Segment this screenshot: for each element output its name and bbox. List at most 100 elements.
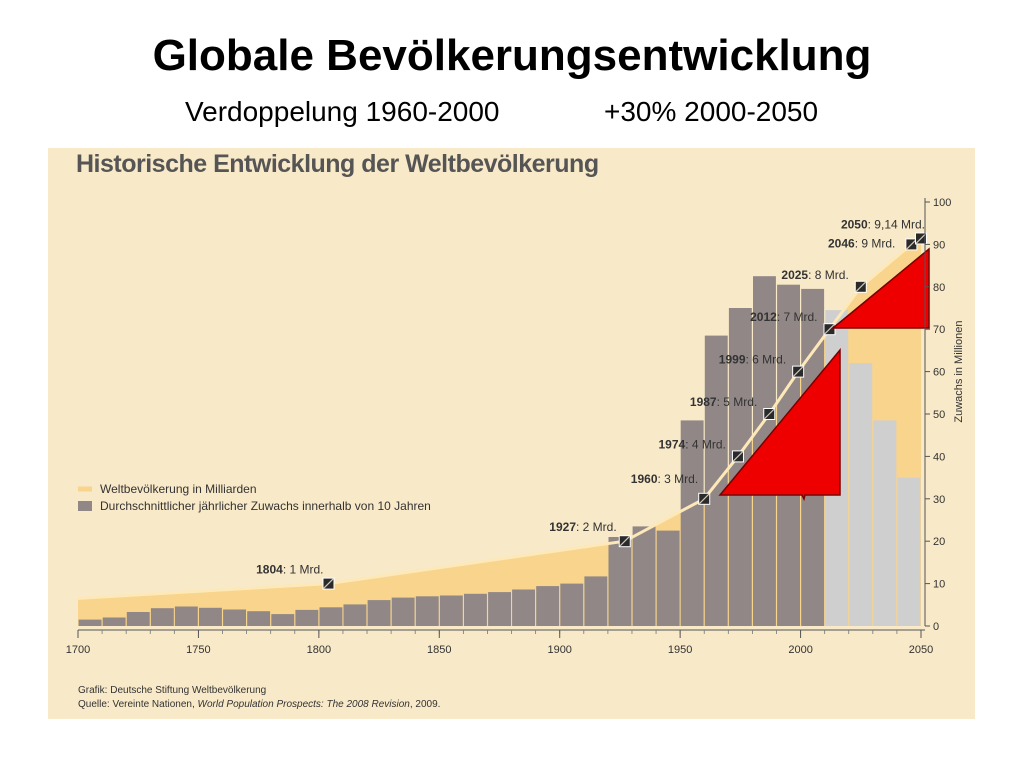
x-tick-label: 1750 — [186, 644, 210, 656]
bar — [126, 612, 150, 626]
y-tick-label: 40 — [933, 451, 945, 463]
slide-subtitle-doubling: Verdoppelung 1960-2000 — [185, 96, 500, 127]
milestone-marker-stripe — [732, 450, 744, 462]
milestone-value: : 9 Mrd. — [855, 236, 896, 250]
population-chart: 1804: 1 Mrd. 1927: 2 Mrd. 1960: 3 Mrd. 1974… — [66, 197, 965, 710]
bar — [680, 420, 704, 626]
milestone-year: 1927 — [549, 520, 576, 534]
legend-label-population: Weltbevölkerung in Milliarden — [100, 482, 257, 496]
bar — [174, 606, 198, 626]
x-tick-label: 2000 — [788, 644, 812, 656]
x-tick-label: 1950 — [668, 644, 692, 656]
bar — [295, 609, 319, 626]
bar — [704, 335, 728, 626]
bar — [367, 600, 391, 626]
bar — [656, 530, 680, 626]
y-tick-label: 60 — [933, 367, 945, 379]
bar — [536, 586, 560, 626]
y-tick-label: 80 — [933, 282, 945, 294]
milestone-label: 1999: 6 Mrd. — [719, 353, 786, 367]
bar — [849, 363, 873, 626]
milestone-value: : 1 Mrd. — [283, 563, 324, 577]
milestone-year: 2012 — [750, 310, 777, 324]
bar — [223, 609, 246, 626]
milestone-marker-stripe — [323, 578, 334, 590]
milestone-value: : 7 Mrd. — [777, 310, 818, 324]
chart-title: Historische Entwicklung der Weltbevölker… — [76, 150, 599, 178]
milestone-value: : 3 Mrd. — [658, 472, 699, 486]
legend-swatch-growth — [78, 501, 92, 511]
source-prefix: Quelle: Vereinte Nationen, — [78, 699, 198, 710]
bar — [873, 420, 897, 626]
bar — [464, 593, 487, 626]
milestone-label: 2025: 8 Mrd. — [781, 268, 848, 282]
chart-panel: 1804: 1 Mrd. 1927: 2 Mrd. 1960: 3 Mrd. 1974… — [48, 148, 975, 719]
source-data: Quelle: Vereinte Nationen, World Populat… — [78, 699, 440, 710]
milestone-marker-stripe — [619, 535, 631, 547]
milestone-marker-stripe — [855, 281, 867, 293]
y-tick-label: 20 — [933, 536, 945, 548]
milestone-year: 2025 — [781, 268, 808, 282]
milestone-year: 1999 — [719, 353, 746, 367]
x-tick-label: 1700 — [66, 644, 90, 656]
bar — [247, 611, 271, 626]
milestone-year: 1960 — [631, 472, 658, 486]
legend-label-growth: Durchschnittlicher jährlicher Zuwachs in… — [100, 499, 431, 513]
milestone-marker-stripe — [915, 233, 927, 244]
milestone-label: 1987: 5 Mrd. — [690, 395, 757, 409]
milestone-value: : 9,14 Mrd. — [868, 218, 925, 232]
bar — [608, 537, 632, 626]
x-tick-label: 2050 — [909, 644, 933, 656]
bar — [391, 597, 415, 626]
red-arrow-triangle-right — [830, 247, 930, 329]
bar — [560, 583, 584, 626]
slide-subtitle-growth: +30% 2000-2050 — [604, 96, 819, 127]
milestone-marker-stripe — [763, 408, 775, 420]
milestone-year: 1804 — [256, 563, 283, 577]
milestone-marker-stripe — [905, 238, 917, 250]
bar — [439, 595, 463, 626]
y-tick-label: 10 — [933, 579, 945, 591]
milestone-value: : 6 Mrd. — [746, 353, 787, 367]
y-tick-label: 0 — [933, 621, 939, 633]
milestone-value: : 2 Mrd. — [576, 520, 617, 534]
bar — [632, 526, 656, 626]
milestone-label: 2046: 9 Mrd. — [828, 236, 895, 250]
bar — [488, 592, 511, 626]
bar — [78, 619, 102, 626]
y-tick-label: 100 — [933, 197, 951, 209]
bar — [512, 589, 535, 626]
milestone-value: : 4 Mrd. — [685, 437, 726, 451]
milestone-label: 2012: 7 Mrd. — [750, 310, 817, 324]
milestone-label: 1927: 2 Mrd. — [549, 520, 616, 534]
y-tick-label: 30 — [933, 494, 945, 506]
milestone-label: 1804: 1 Mrd. — [256, 563, 323, 577]
source-graphic: Grafik: Deutsche Stiftung Weltbevölkerun… — [78, 685, 266, 696]
y-tick-label: 90 — [933, 239, 945, 251]
bar — [271, 614, 295, 626]
bar — [584, 576, 608, 626]
milestone-value: : 5 Mrd. — [717, 395, 758, 409]
bar — [150, 608, 174, 626]
y-tick-label: 50 — [933, 409, 945, 421]
slide-title: Globale Bevölkerungsentwicklung — [152, 31, 872, 80]
milestone-value: : 8 Mrd. — [808, 268, 849, 282]
milestone-year: 2046 — [828, 236, 855, 250]
red-arrow-triangle-left — [718, 347, 841, 502]
x-tick-label: 1850 — [427, 644, 451, 656]
milestone-year: 1974 — [659, 437, 686, 451]
milestone-marker-stripe — [792, 366, 804, 378]
bar — [319, 607, 343, 626]
source-year: , 2009. — [410, 699, 441, 710]
milestone-marker-stripe — [698, 493, 710, 505]
source-publication: World Population Prospects: The 2008 Rev… — [198, 699, 411, 710]
x-tick-label: 1900 — [547, 644, 571, 656]
bar — [728, 308, 752, 626]
milestone-label: 1974: 4 Mrd. — [659, 437, 726, 451]
milestone-year: 2050 — [841, 218, 868, 232]
milestone-label: 1960: 3 Mrd. — [631, 472, 698, 486]
milestone-year: 1987 — [690, 395, 717, 409]
bar — [343, 604, 367, 626]
x-tick-label: 1800 — [307, 644, 331, 656]
y-axis-label: Zuwachs in Millionen — [953, 321, 965, 423]
